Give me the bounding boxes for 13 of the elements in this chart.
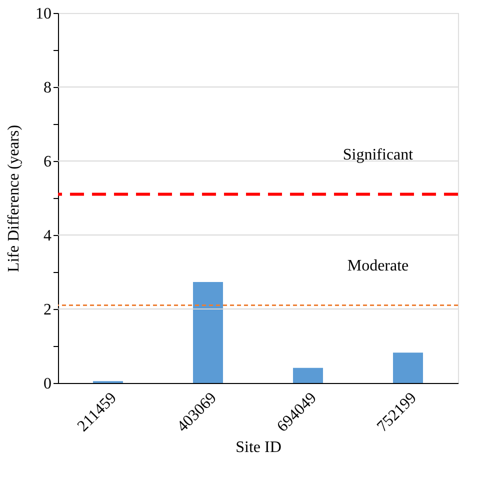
ref-line-label: Moderate — [347, 257, 409, 274]
ref-line-label: Significant — [342, 146, 414, 164]
y-tick-label: 2 — [44, 302, 52, 318]
y-tick-label: 6 — [44, 154, 52, 170]
x-axis-title: Site ID — [236, 438, 282, 456]
y-tick-label: 10 — [36, 6, 52, 22]
y-tick-label: 4 — [44, 228, 52, 244]
y-axis-title: Life Difference (years) — [6, 124, 22, 272]
bar — [393, 352, 423, 383]
bar — [293, 368, 323, 383]
bar — [193, 282, 223, 383]
y-tick-label: 0 — [44, 376, 52, 392]
y-tick-label: 8 — [44, 80, 52, 96]
